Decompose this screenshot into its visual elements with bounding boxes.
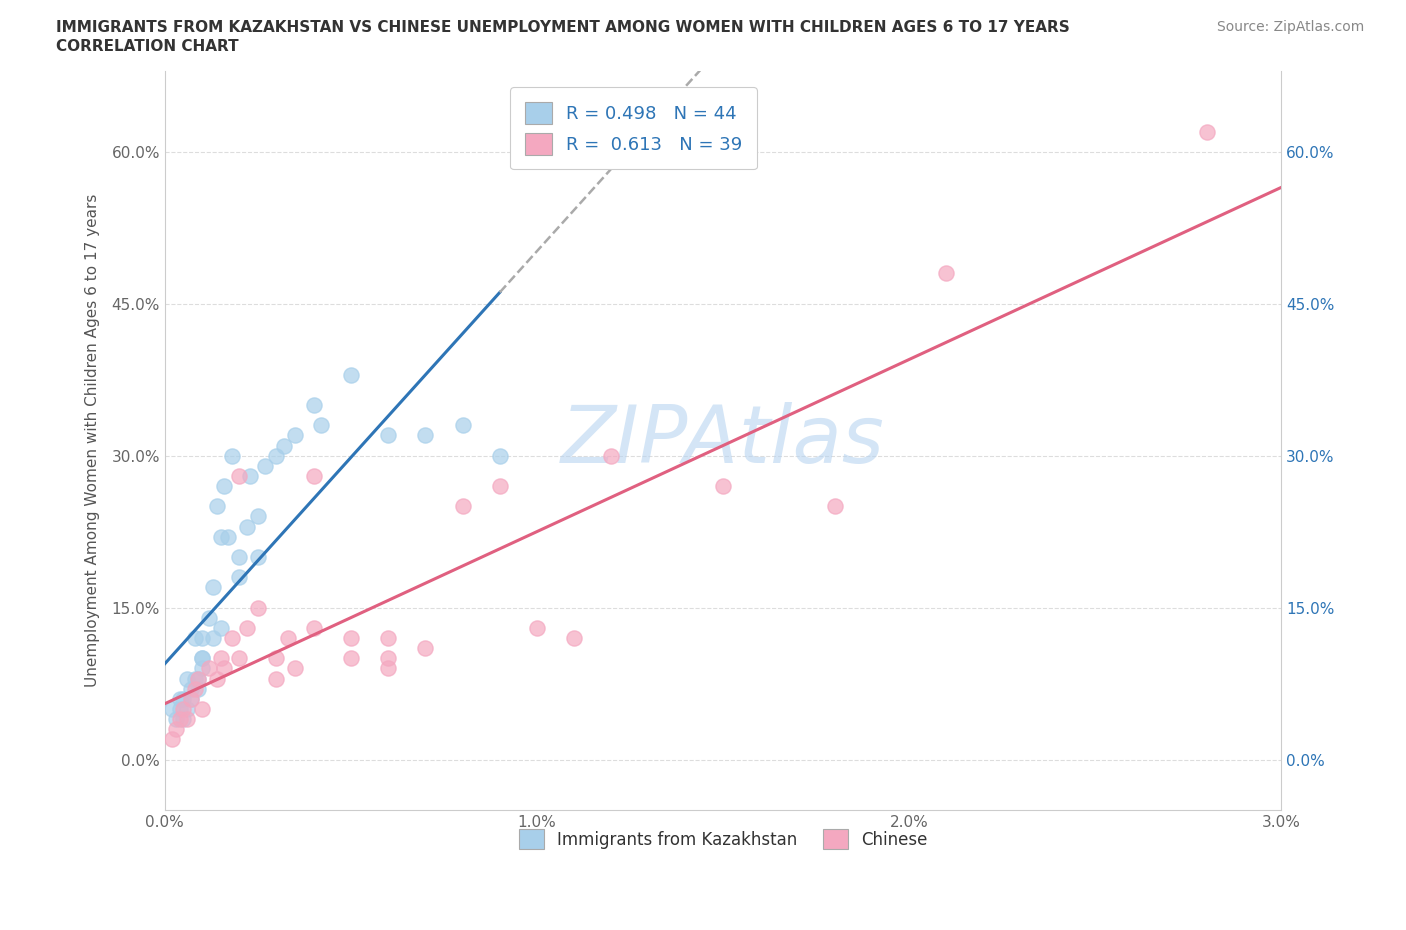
Point	[277, 631, 299, 645]
Point	[169, 711, 191, 726]
Point	[377, 428, 399, 443]
Point	[180, 682, 202, 697]
Point	[266, 448, 288, 463]
Point	[340, 631, 363, 645]
Point	[221, 631, 243, 645]
Point	[377, 661, 399, 676]
Y-axis label: Unemployment Among Women with Children Ages 6 to 17 years: Unemployment Among Women with Children A…	[86, 193, 100, 687]
Point	[239, 469, 262, 484]
Point	[246, 509, 269, 524]
Point	[302, 620, 325, 635]
Point	[254, 458, 277, 473]
Point	[228, 651, 250, 666]
Point	[180, 691, 202, 706]
Point	[284, 661, 307, 676]
Text: IMMIGRANTS FROM KAZAKHSTAN VS CHINESE UNEMPLOYMENT AMONG WOMEN WITH CHILDREN AGE: IMMIGRANTS FROM KAZAKHSTAN VS CHINESE UN…	[56, 20, 1070, 35]
Point	[202, 580, 225, 595]
Point	[202, 631, 225, 645]
Point	[176, 671, 198, 686]
Point	[183, 671, 205, 686]
Point	[266, 671, 288, 686]
Point	[209, 651, 232, 666]
Point	[172, 701, 194, 716]
Point	[711, 479, 734, 494]
Point	[340, 367, 363, 382]
Point	[488, 479, 510, 494]
Point	[340, 651, 363, 666]
Point	[169, 691, 191, 706]
Point	[169, 701, 191, 716]
Point	[451, 498, 474, 513]
Point	[165, 711, 187, 726]
Point	[191, 651, 214, 666]
Point	[191, 661, 214, 676]
Text: CORRELATION CHART: CORRELATION CHART	[56, 39, 239, 54]
Point	[187, 671, 209, 686]
Point	[191, 651, 214, 666]
Point	[935, 266, 957, 281]
Point	[205, 498, 228, 513]
Point	[180, 691, 202, 706]
Point	[1195, 124, 1218, 139]
Point	[209, 620, 232, 635]
Point	[172, 711, 194, 726]
Point	[377, 631, 399, 645]
Point	[377, 651, 399, 666]
Point	[165, 722, 187, 737]
Point	[415, 428, 437, 443]
Point	[221, 448, 243, 463]
Point	[176, 711, 198, 726]
Point	[246, 550, 269, 565]
Point	[526, 620, 548, 635]
Point	[198, 610, 221, 625]
Point	[562, 631, 585, 645]
Point	[172, 691, 194, 706]
Point	[214, 479, 236, 494]
Point	[600, 448, 623, 463]
Point	[235, 519, 257, 534]
Point	[176, 701, 198, 716]
Point	[191, 631, 214, 645]
Point	[824, 498, 846, 513]
Point	[451, 418, 474, 432]
Point	[488, 448, 510, 463]
Point	[209, 529, 232, 544]
Legend: Immigrants from Kazakhstan, Chinese: Immigrants from Kazakhstan, Chinese	[508, 817, 939, 861]
Point	[235, 620, 257, 635]
Point	[284, 428, 307, 443]
Point	[217, 529, 239, 544]
Point	[183, 682, 205, 697]
Point	[302, 398, 325, 413]
Point	[183, 631, 205, 645]
Point	[160, 732, 183, 747]
Point	[160, 701, 183, 716]
Text: ZIPAtlas: ZIPAtlas	[561, 402, 884, 480]
Point	[191, 701, 214, 716]
Point	[415, 641, 437, 656]
Point	[214, 661, 236, 676]
Point	[266, 651, 288, 666]
Point	[246, 600, 269, 615]
Point	[187, 682, 209, 697]
Point	[187, 671, 209, 686]
Point	[228, 570, 250, 585]
Point	[309, 418, 332, 432]
Point	[273, 438, 295, 453]
Point	[228, 550, 250, 565]
Point	[205, 671, 228, 686]
Point	[198, 661, 221, 676]
Text: Source: ZipAtlas.com: Source: ZipAtlas.com	[1216, 20, 1364, 34]
Point	[302, 469, 325, 484]
Point	[228, 469, 250, 484]
